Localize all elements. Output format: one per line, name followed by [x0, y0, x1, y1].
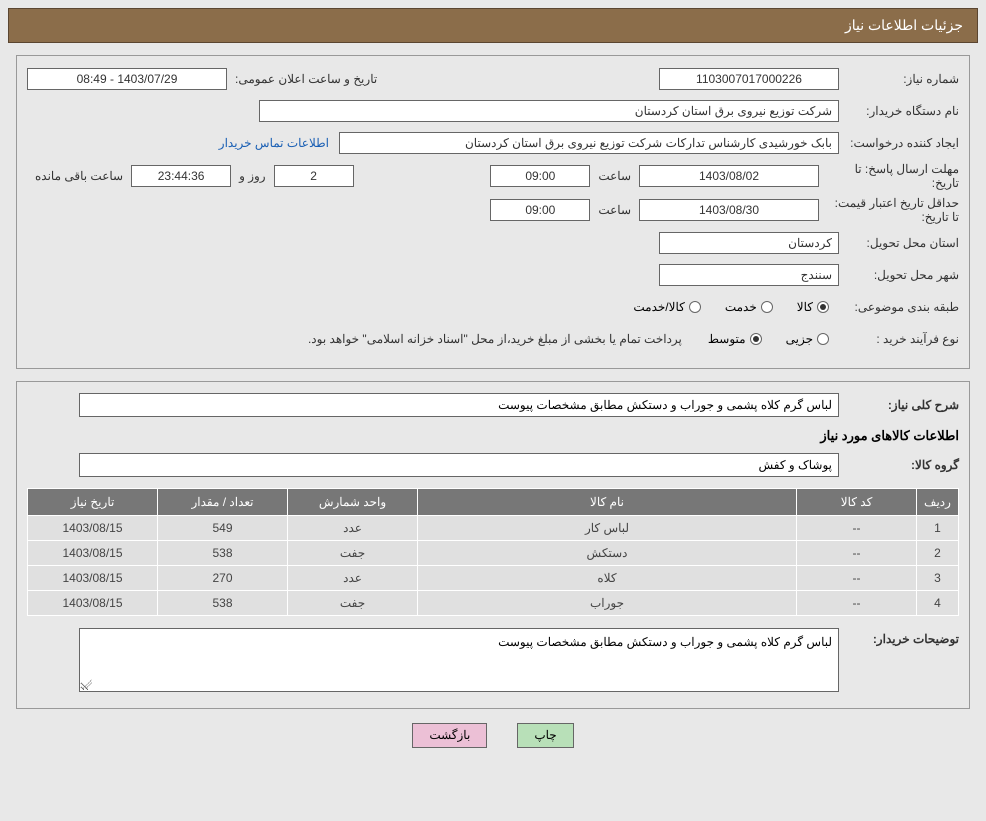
category-option-2[interactable]: کالا/خدمت — [633, 300, 700, 314]
table-row: 1--لباس کارعدد5491403/08/15 — [28, 516, 959, 541]
col-radif: ردیف — [917, 489, 959, 516]
category-option-1[interactable]: خدمت — [725, 300, 773, 314]
cell-code: -- — [797, 591, 917, 616]
cell-code: -- — [797, 566, 917, 591]
announce-label: تاریخ و ساعت اعلان عمومی: — [227, 72, 385, 86]
days-remaining-field: 2 — [274, 165, 354, 187]
cell-radif: 2 — [917, 541, 959, 566]
purchase-type-option-1[interactable]: متوسط — [708, 332, 762, 346]
table-row: 3--کلاهعدد2701403/08/15 — [28, 566, 959, 591]
radio-icon — [761, 301, 773, 313]
cell-date: 1403/08/15 — [28, 591, 158, 616]
cell-radif: 3 — [917, 566, 959, 591]
cell-qty: 538 — [158, 541, 288, 566]
purchase-type-option-label: متوسط — [708, 332, 746, 346]
cell-qty: 270 — [158, 566, 288, 591]
requester-field: بابک خورشیدی کارشناس تدارکات شرکت توزیع … — [339, 132, 839, 154]
cell-name: کلاه — [418, 566, 797, 591]
category-option-label: کالا — [797, 300, 813, 314]
need-number-field: 1103007017000226 — [659, 68, 839, 90]
price-validity-time: 09:00 — [490, 199, 590, 221]
items-table: ردیف کد کالا نام کالا واحد شمارش تعداد /… — [27, 488, 959, 616]
cell-radif: 1 — [917, 516, 959, 541]
table-row: 4--جورابجفت5381403/08/15 — [28, 591, 959, 616]
col-code: کد کالا — [797, 489, 917, 516]
cell-unit: جفت — [288, 541, 418, 566]
radio-icon — [817, 333, 829, 345]
table-header-row: ردیف کد کالا نام کالا واحد شمارش تعداد /… — [28, 489, 959, 516]
cell-name: دستکش — [418, 541, 797, 566]
remaining-label: ساعت باقی مانده — [27, 169, 131, 183]
cell-date: 1403/08/15 — [28, 566, 158, 591]
category-radio-group: کالا خدمت کالا/خدمت — [615, 300, 839, 314]
delivery-city-field: سنندج — [659, 264, 839, 286]
group-field: پوشاک و کفش — [79, 453, 839, 477]
buyer-notes-field[interactable]: لباس گرم کلاه پشمی و جوراب و دستکش مطابق… — [79, 628, 839, 692]
buyer-contact-link[interactable]: اطلاعات تماس خریدار — [219, 136, 339, 150]
radio-icon — [689, 301, 701, 313]
cell-name: لباس کار — [418, 516, 797, 541]
table-row: 2--دستکشجفت5381403/08/15 — [28, 541, 959, 566]
general-desc-field: لباس گرم کلاه پشمی و جوراب و دستکش مطابق… — [79, 393, 839, 417]
radio-icon — [817, 301, 829, 313]
print-button[interactable]: چاپ — [517, 723, 573, 748]
items-panel: شرح کلی نیاز: لباس گرم کلاه پشمی و جوراب… — [16, 381, 970, 709]
col-date: تاریخ نیاز — [28, 489, 158, 516]
buyer-device-field: شرکت توزیع نیروی برق استان کردستان — [259, 100, 839, 122]
cell-unit: عدد — [288, 566, 418, 591]
purchase-note: پرداخت تمام یا بخشی از مبلغ خرید،از محل … — [308, 332, 690, 346]
time-label-1: ساعت — [590, 169, 639, 183]
category-option-0[interactable]: کالا — [797, 300, 829, 314]
purchase-type-label: نوع فرآیند خرید : — [839, 332, 959, 346]
time-label-2: ساعت — [590, 203, 639, 217]
cell-date: 1403/08/15 — [28, 516, 158, 541]
col-name: نام کالا — [418, 489, 797, 516]
purchase-type-option-0[interactable]: جزیی — [786, 332, 829, 346]
radio-icon — [750, 333, 762, 345]
category-option-label: خدمت — [725, 300, 757, 314]
items-section-title: اطلاعات کالاهای مورد نیاز — [27, 428, 959, 444]
general-desc-label: شرح کلی نیاز: — [839, 398, 959, 412]
page-title: جزئیات اطلاعات نیاز — [845, 17, 963, 33]
col-qty: تعداد / مقدار — [158, 489, 288, 516]
purchase-type-option-label: جزیی — [786, 332, 813, 346]
cell-qty: 538 — [158, 591, 288, 616]
page-header: جزئیات اطلاعات نیاز — [8, 8, 978, 43]
purchase-type-radio-group: جزیی متوسط — [690, 332, 839, 346]
price-validity-label: حداقل تاریخ اعتبار قیمت: تا تاریخ: — [819, 196, 959, 224]
cell-code: -- — [797, 516, 917, 541]
countdown-field: 23:44:36 — [131, 165, 231, 187]
group-label: گروه کالا: — [839, 458, 959, 472]
cell-date: 1403/08/15 — [28, 541, 158, 566]
price-validity-date: 1403/08/30 — [639, 199, 819, 221]
details-panel: شماره نیاز: 1103007017000226 تاریخ و ساع… — [16, 55, 970, 369]
cell-radif: 4 — [917, 591, 959, 616]
buyer-notes-label: توضیحات خریدار: — [839, 628, 959, 646]
days-and-label: روز و — [231, 169, 274, 183]
cell-name: جوراب — [418, 591, 797, 616]
response-deadline-label: مهلت ارسال پاسخ: تا تاریخ: — [819, 162, 959, 190]
delivery-city-label: شهر محل تحویل: — [839, 268, 959, 282]
requester-label: ایجاد کننده درخواست: — [839, 136, 959, 150]
action-buttons: چاپ بازگشت — [0, 723, 986, 748]
cell-code: -- — [797, 541, 917, 566]
buyer-device-label: نام دستگاه خریدار: — [839, 104, 959, 118]
cell-unit: جفت — [288, 591, 418, 616]
cell-unit: عدد — [288, 516, 418, 541]
category-option-label: کالا/خدمت — [633, 300, 684, 314]
delivery-province-field: کردستان — [659, 232, 839, 254]
category-label: طبقه بندی موضوعی: — [839, 300, 959, 314]
back-button[interactable]: بازگشت — [412, 723, 487, 748]
delivery-province-label: استان محل تحویل: — [839, 236, 959, 250]
response-deadline-date: 1403/08/02 — [639, 165, 819, 187]
need-number-label: شماره نیاز: — [839, 72, 959, 86]
announce-field: 1403/07/29 - 08:49 — [27, 68, 227, 90]
response-deadline-time: 09:00 — [490, 165, 590, 187]
col-unit: واحد شمارش — [288, 489, 418, 516]
cell-qty: 549 — [158, 516, 288, 541]
